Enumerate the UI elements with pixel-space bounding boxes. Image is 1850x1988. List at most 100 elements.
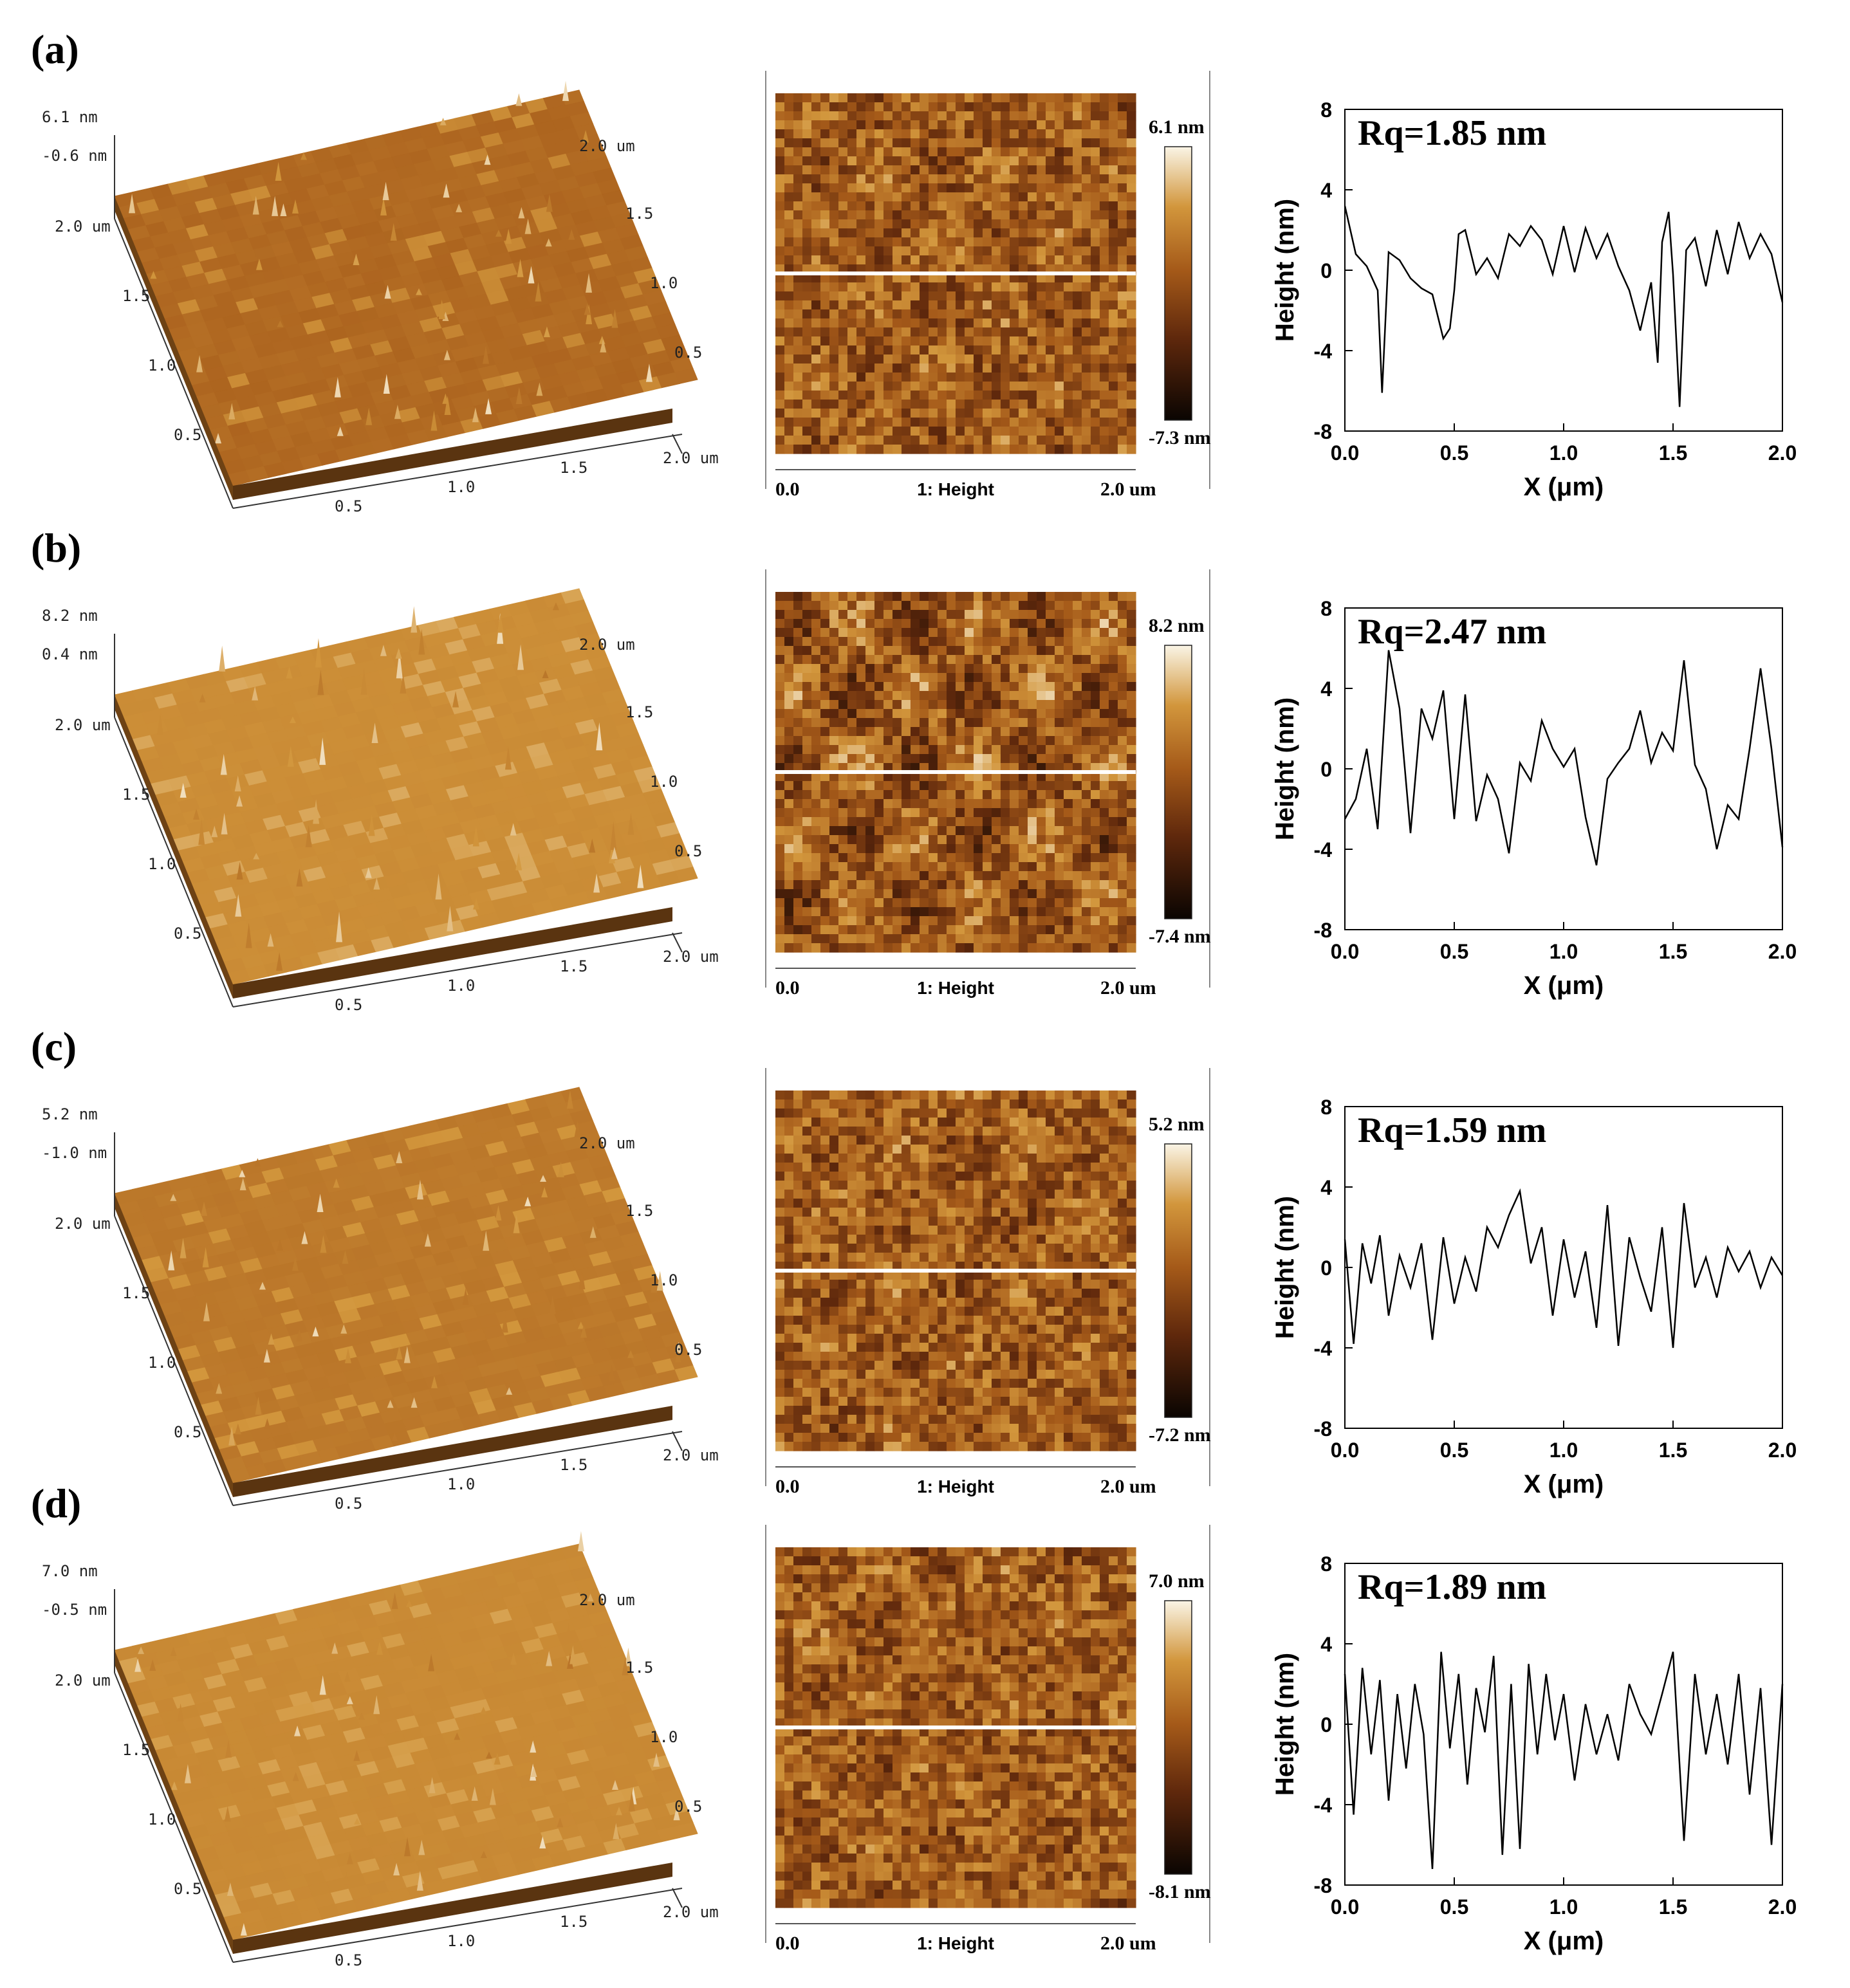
- map-pixel: [784, 237, 794, 247]
- map-pixel: [829, 664, 839, 674]
- map-pixel: [820, 754, 830, 764]
- map-pixel: [911, 345, 920, 355]
- map-pixel: [883, 246, 893, 256]
- map-pixel: [1037, 354, 1046, 364]
- map-pixel: [883, 174, 893, 184]
- map-pixel: [1091, 373, 1100, 382]
- map-pixel: [1118, 364, 1127, 373]
- map-pixel: [1019, 862, 1028, 872]
- map-pixel: [1055, 373, 1064, 382]
- map-pixel: [883, 799, 893, 809]
- map-pixel: [838, 147, 848, 157]
- map-pixel: [911, 916, 920, 926]
- map-pixel: [938, 646, 947, 656]
- map-pixel: [865, 745, 875, 755]
- map-pixel: [1001, 772, 1010, 782]
- map-pixel: [793, 237, 803, 247]
- map-pixel: [847, 745, 857, 755]
- map-pixel: [1010, 264, 1019, 274]
- map-pixel: [893, 382, 902, 391]
- map-pixel: [874, 373, 884, 382]
- map-pixel: [1064, 255, 1073, 265]
- map-pixel: [820, 165, 830, 175]
- map-pixel: [1118, 111, 1127, 121]
- map-pixel: [883, 664, 893, 674]
- map-pixel: [1100, 664, 1109, 674]
- map-pixel: [929, 880, 938, 890]
- map-pixel: [1127, 880, 1136, 890]
- map-pixel: [920, 772, 929, 782]
- map-pixel: [1091, 709, 1100, 719]
- map-pixel: [1073, 844, 1082, 854]
- map-pixel: [856, 682, 866, 692]
- map-pixel: [1001, 682, 1010, 692]
- map-pixel: [856, 610, 866, 620]
- map-pixel: [856, 373, 866, 382]
- map-pixel: [784, 282, 794, 292]
- map-pixel: [1109, 354, 1118, 364]
- map-pixel: [883, 736, 893, 746]
- map-pixel: [1028, 907, 1037, 917]
- map-pixel: [838, 700, 848, 710]
- map-pixel: [1064, 781, 1073, 791]
- map-pixel: [883, 817, 893, 827]
- map-pixel: [820, 592, 830, 602]
- map-pixel: [1118, 291, 1127, 301]
- map-pixel: [1055, 754, 1064, 764]
- map-pixel: [902, 817, 911, 827]
- map-pixel: [874, 871, 884, 881]
- map-pixel: [920, 219, 929, 229]
- map-pixel: [829, 282, 839, 292]
- map-pixel: [965, 156, 974, 166]
- map-pixel: [1109, 309, 1118, 319]
- map-pixel: [847, 727, 857, 737]
- map-pixel: [929, 664, 938, 674]
- map-pixel: [947, 427, 956, 436]
- map-pixel: [865, 391, 875, 400]
- map-pixel: [820, 138, 830, 148]
- map-pixel: [838, 808, 848, 818]
- map-pixel: [947, 445, 956, 454]
- surface-peak: [383, 374, 390, 394]
- map-pixel: [1037, 853, 1046, 863]
- map-pixel: [893, 853, 902, 863]
- map-pixel: [992, 610, 1001, 620]
- map-pixel: [784, 174, 794, 184]
- map-pixel: [1046, 808, 1055, 818]
- map-pixel: [883, 165, 893, 175]
- map-pixel: [775, 228, 785, 238]
- map-pixel: [1082, 718, 1091, 728]
- map-pixel: [829, 943, 839, 953]
- map-pixel: [965, 400, 974, 409]
- map-pixel: [829, 201, 839, 211]
- map-pixel: [883, 156, 893, 166]
- map-pixel: [1055, 120, 1064, 130]
- map-pixel: [865, 219, 875, 229]
- map-pixel: [838, 364, 848, 373]
- map-pixel: [938, 111, 947, 121]
- map-pixel: [956, 799, 965, 809]
- map-pixel: [1127, 436, 1136, 445]
- map-pixel: [847, 790, 857, 800]
- map-pixel: [1127, 400, 1136, 409]
- map-pixel: [784, 664, 794, 674]
- map-pixel: [865, 364, 875, 373]
- map-pixel: [829, 727, 839, 737]
- map-pixel: [793, 409, 803, 418]
- map-pixel: [902, 655, 911, 665]
- map-pixel: [1082, 880, 1091, 890]
- map-pixel: [920, 637, 929, 647]
- map-pixel: [893, 436, 902, 445]
- map-pixel: [802, 201, 812, 211]
- surface-peak: [384, 284, 391, 299]
- map-pixel: [1082, 736, 1091, 746]
- map-pixel: [1100, 610, 1109, 620]
- map-pixel: [1091, 790, 1100, 800]
- map-pixel: [974, 799, 983, 809]
- map-pixel: [983, 418, 992, 427]
- map-pixel: [965, 418, 974, 427]
- map-pixel: [992, 418, 1001, 427]
- map-pixel: [938, 210, 947, 220]
- map-pixel: [992, 718, 1001, 728]
- map-pixel: [1091, 817, 1100, 827]
